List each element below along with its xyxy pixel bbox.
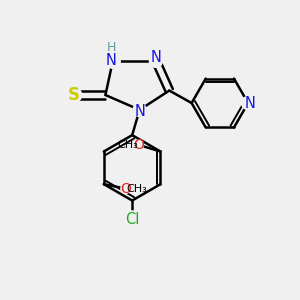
Circle shape [242,97,255,110]
Text: H: H [107,41,116,54]
Text: N: N [151,50,161,65]
Circle shape [133,103,146,116]
Text: CH₃: CH₃ [117,140,138,150]
Text: N: N [245,95,256,110]
Circle shape [67,88,82,102]
Circle shape [127,211,137,222]
Circle shape [121,184,130,194]
Text: N: N [134,104,145,119]
Text: Cl: Cl [125,212,140,227]
Text: CH₃: CH₃ [127,184,147,194]
Text: S: S [68,86,80,104]
Text: O: O [133,138,144,152]
Text: N: N [106,53,117,68]
Circle shape [149,54,163,68]
Circle shape [105,53,120,68]
Text: O: O [120,182,131,196]
Circle shape [134,140,143,150]
